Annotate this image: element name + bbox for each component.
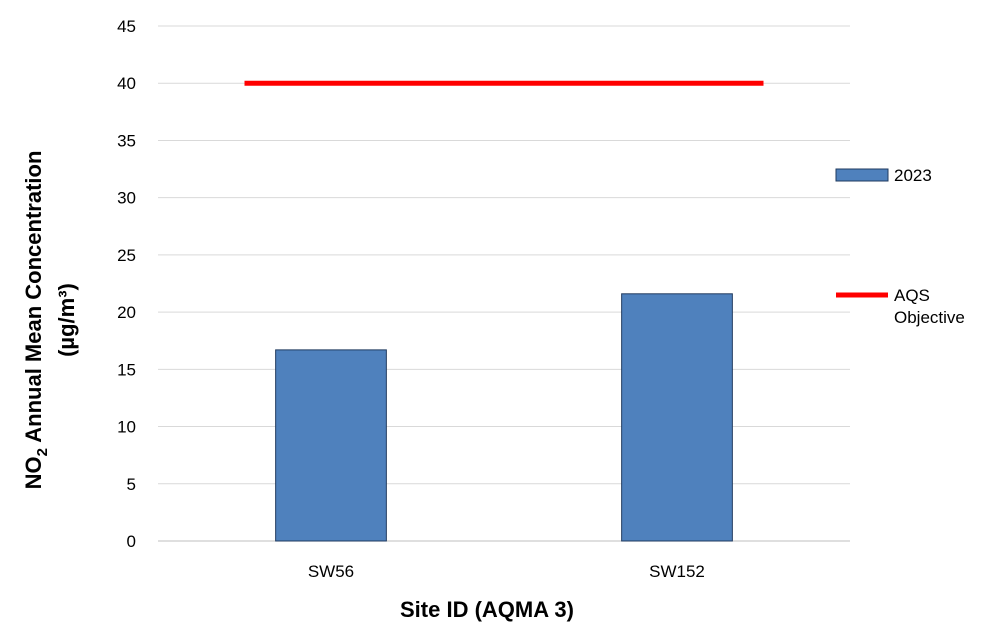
y-axis-title-line2: (µg/m³) <box>54 283 79 357</box>
bars <box>275 293 733 542</box>
y-tick-label: 0 <box>127 532 136 551</box>
x-tick-label: SW56 <box>308 562 354 581</box>
y-tick-label: 45 <box>117 17 136 36</box>
bar-sw56 <box>275 349 387 542</box>
x-axis-title: Site ID (AQMA 3) <box>400 597 574 622</box>
x-tick-labels: SW56 SW152 <box>308 562 705 581</box>
y-tick-label: 10 <box>117 418 136 437</box>
y-tick-label: 20 <box>117 303 136 322</box>
y-tick-label: 15 <box>117 360 136 379</box>
y-tick-label: 35 <box>117 131 136 150</box>
bar-sw152 <box>621 293 733 542</box>
legend-swatch-2023 <box>835 168 889 182</box>
x-tick-label: SW152 <box>649 562 705 581</box>
y-tick-label: 30 <box>117 189 136 208</box>
legend-label-aqs-objective: AQS Objective <box>894 286 965 327</box>
y-tick-labels: 0 5 10 15 20 25 30 35 40 45 <box>117 17 136 551</box>
y-axis-title-line1: NO2 Annual Mean Concentration <box>21 151 51 490</box>
gridlines <box>158 25 850 542</box>
y-axis-title: NO2 Annual Mean Concentration (µg/m³) <box>21 151 79 490</box>
legend-label-2023: 2023 <box>894 166 932 185</box>
y-tick-label: 25 <box>117 246 136 265</box>
y-tick-label: 5 <box>127 475 136 494</box>
legend: 2023 AQS Objective <box>835 166 965 327</box>
y-tick-label: 40 <box>117 74 136 93</box>
